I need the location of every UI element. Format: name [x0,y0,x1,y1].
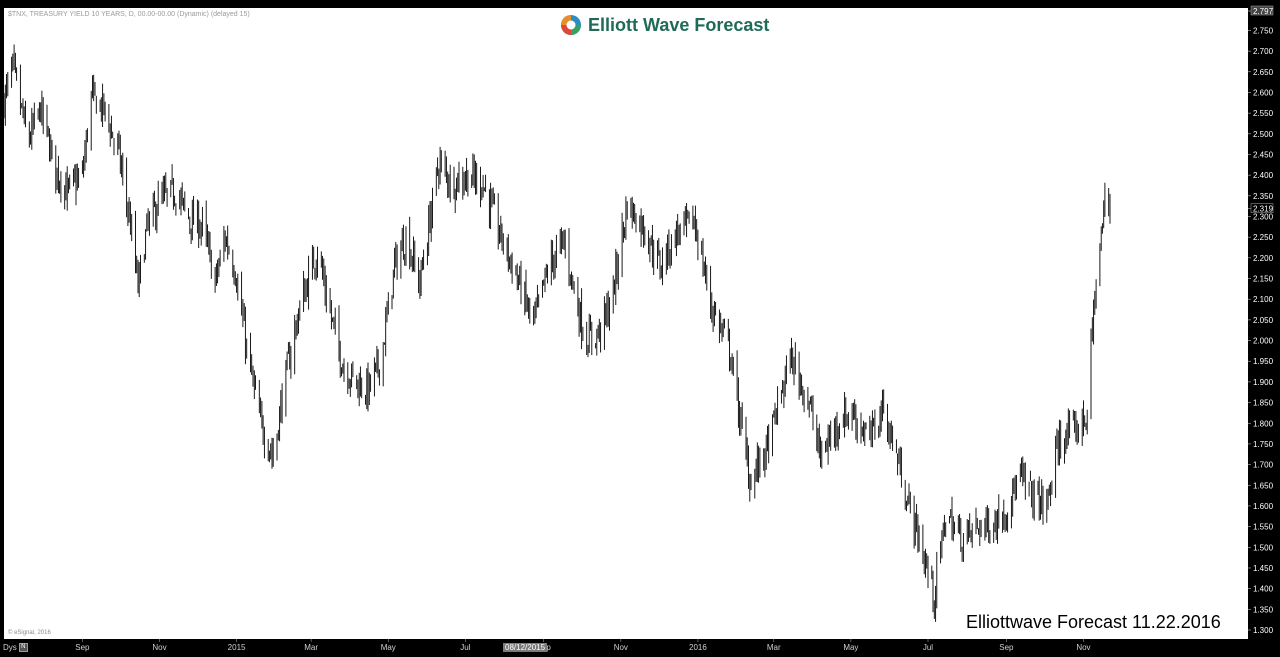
y-tick-label: 2.050 [1253,316,1274,325]
elliott-wave-logo-icon [561,15,581,35]
y-tick-label: 1.550 [1253,523,1274,532]
y-tick-label: 2.100 [1253,295,1274,304]
y-tick-label: 2.350 [1253,192,1274,201]
y-tick-label: 2.600 [1253,88,1274,97]
y-tick-label: 2.650 [1253,68,1274,77]
y-tick-label: 2.400 [1253,171,1274,180]
x-tick-label: May [843,643,858,652]
period-selector[interactable]: Dys N [3,641,31,653]
y-tick-label: 2.500 [1253,130,1274,139]
y-tick-label: 1.850 [1253,399,1274,408]
y-tick-label: 2.319 [1253,205,1274,214]
y-tick-label: 2.000 [1253,337,1274,346]
y-tick-label: 2.200 [1253,254,1274,263]
period-button[interactable]: N [18,642,28,652]
y-tick-label: 2.750 [1253,26,1274,35]
x-tick-label: Nov [1076,643,1090,652]
y-tick-label: 2.700 [1253,47,1274,56]
y-tick-label: 1.650 [1253,481,1274,490]
cursor-date-label: 08/12/2015 [503,643,548,652]
x-tick-label: 2015 [228,643,246,652]
plot-area[interactable] [4,8,1248,639]
watermark-date: Elliottwave Forecast 11.22.2016 [966,612,1221,632]
x-tick-label: 2016 [689,643,707,652]
x-tick-label: Nov [152,643,166,652]
copyright: © eSignal, 2016 [8,630,51,636]
y-tick-label: 1.900 [1253,378,1274,387]
y-tick-label: 2.797 [1253,7,1274,16]
x-tick-label: Mar [304,643,318,652]
y-tick-label: 1.500 [1253,543,1274,552]
logo-text: Elliott Wave Forecast [588,14,770,35]
y-tick-label: 2.300 [1253,213,1274,222]
symbol-header: $TNX, TREASURY YIELD 10 YEARS, D, 00.00-… [8,11,250,18]
y-tick-label: 1.800 [1253,419,1274,428]
y-axis: 2.797 2.750 2.700 2.650 2.600 2.550 2.500 2.450… [1248,5,1274,635]
x-tick-label: May [381,643,396,652]
period-label: Dys [3,642,17,652]
y-tick-label: 1.750 [1253,440,1274,449]
y-tick-label: 1.400 [1253,585,1274,594]
y-tick-label: 1.300 [1253,626,1274,635]
y-tick-label: 1.450 [1253,564,1274,573]
x-tick-label: Nov [614,643,628,652]
y-tick-label: 1.700 [1253,461,1274,470]
y-tick-label: 2.250 [1253,233,1274,242]
y-tick-label: 1.950 [1253,357,1274,366]
x-tick-label: Jul [460,643,470,652]
y-tick-highlight [1250,203,1274,213]
x-tick-label: Sep [999,643,1014,652]
x-tick-label: Jul [923,643,933,652]
y-tick-highlight [1250,5,1274,16]
y-tick-label: 1.350 [1253,605,1274,614]
ohlc-bars [3,44,1111,622]
x-tick-label: Sep [75,643,90,652]
y-tick-label: 2.150 [1253,275,1274,284]
y-tick-label: 1.600 [1253,502,1274,511]
y-tick-label: 2.550 [1253,109,1274,118]
logo: Elliott Wave Forecast [560,12,769,38]
y-tick-label: 2.450 [1253,150,1274,159]
x-axis: SepNov2015MarMayJulSepNov2016MarMayJulSe… [75,639,1091,652]
x-tick-label: Mar [767,643,781,652]
